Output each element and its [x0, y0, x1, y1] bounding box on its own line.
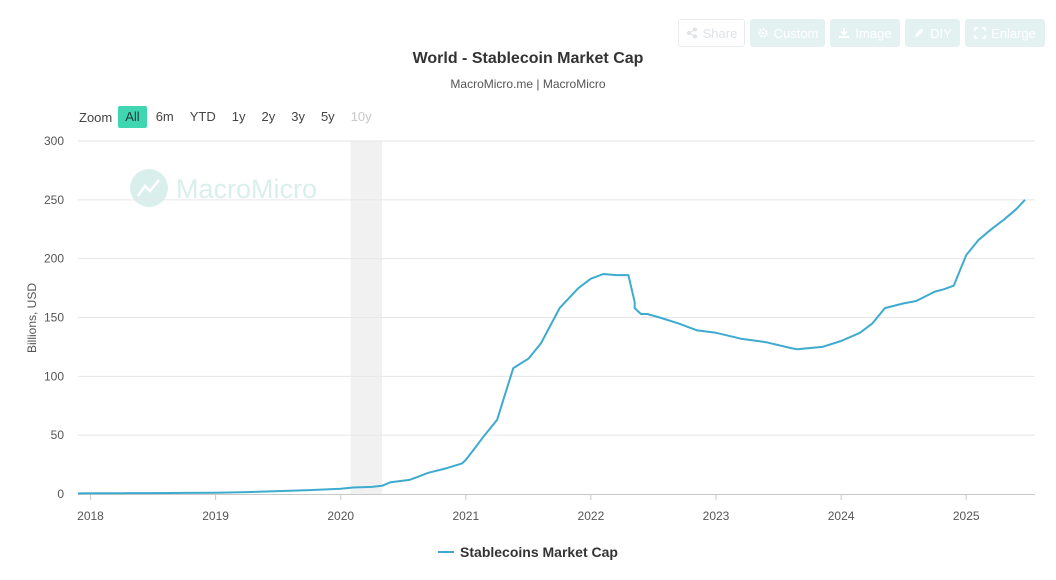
enlarge-button[interactable]: Enlarge: [965, 19, 1045, 47]
chart-title: World - Stablecoin Market Cap: [412, 50, 644, 67]
pencil-icon: [915, 28, 924, 37]
x-tick-label: 2020: [327, 509, 354, 523]
legend-item-stablecoins[interactable]: Stablecoins Market Cap: [0, 544, 1056, 560]
y-tick-label: 50: [51, 428, 65, 442]
x-tick-label: 2022: [578, 509, 605, 523]
x-tick-label: 2025: [953, 509, 980, 523]
y-tick-label: 100: [44, 369, 64, 383]
series-line-stablecoins: [77, 199, 1026, 495]
zoom-5y-button[interactable]: 5y: [320, 109, 335, 124]
x-tick-label: 2024: [828, 509, 855, 523]
legend-label: Stablecoins Market Cap: [460, 544, 618, 560]
y-tick-label: 150: [44, 311, 64, 325]
y-axis-label: Billions, USD: [25, 283, 39, 353]
y-tick-label: 0: [57, 487, 64, 501]
zoom-2y-button[interactable]: 2y: [261, 109, 276, 124]
share-label: Share: [702, 25, 738, 41]
zoom-10y-button[interactable]: 10y: [350, 109, 372, 124]
diy-label: DIY: [930, 25, 952, 41]
y-tick-label: 250: [44, 193, 64, 207]
x-tick-label: 2018: [77, 509, 104, 523]
custom-label: Custom: [773, 25, 819, 41]
zoom-3y-button[interactable]: 3y: [291, 109, 305, 124]
expand-icon: [974, 27, 986, 39]
share-button[interactable]: Share: [678, 19, 745, 47]
zoom-1y-button[interactable]: 1y: [231, 109, 246, 124]
zoom-all-button[interactable]: All: [118, 106, 147, 128]
x-tick-label: 2023: [703, 509, 730, 523]
watermark-text: MacroMicro: [176, 174, 317, 204]
x-tick-label: 2019: [202, 509, 229, 523]
share-icon: [686, 27, 697, 39]
y-tick-label: 200: [44, 252, 64, 266]
zoom-label: Zoom: [79, 109, 113, 125]
zoom-6m-button[interactable]: 6m: [155, 109, 174, 124]
y-tick-label: 300: [44, 134, 64, 148]
diy-button[interactable]: DIY: [905, 19, 960, 47]
chart-subtitle: MacroMicro.me | MacroMicro: [450, 77, 606, 91]
zoom-ytd-button[interactable]: YTD: [189, 109, 216, 124]
image-label: Image: [855, 25, 892, 41]
watermark-icon: [130, 169, 168, 207]
image-button[interactable]: Image: [830, 19, 900, 47]
legend-swatch: [438, 551, 455, 553]
gear-icon: [757, 28, 768, 38]
custom-button[interactable]: Custom: [750, 19, 825, 47]
download-icon: [839, 28, 850, 38]
x-tick-label: 2021: [452, 509, 479, 523]
enlarge-label: Enlarge: [991, 25, 1036, 41]
chart-toolbar: Share Custom Image DIY Enlarge: [0, 19, 1056, 47]
watermark-logo: MacroMicro: [130, 169, 317, 207]
zoom-selector: Zoom All 6m YTD 1y 2y 3y 5y 10y: [79, 106, 381, 128]
